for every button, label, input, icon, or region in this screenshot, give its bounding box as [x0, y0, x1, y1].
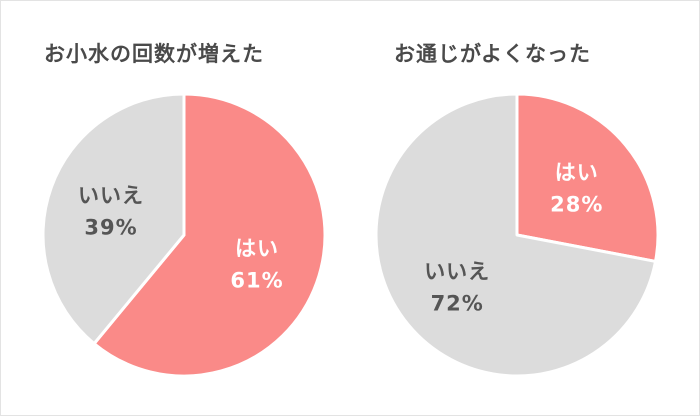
slice-label-urination-yes: はい: [235, 236, 279, 260]
slice-label-bowel-yes: はい: [555, 161, 599, 185]
slice-value-urination-yes: 61%: [230, 268, 283, 292]
slice-label-urination-no: いいえ: [78, 184, 144, 208]
pie-slice-bowel-yes: [515, 92, 660, 263]
chart-title: お小水の回数が増えた: [44, 42, 264, 66]
slice-label-bowel-no: いいえ: [424, 259, 490, 283]
pie-slice-bowel-no: [374, 92, 657, 378]
slice-value-bowel-yes: 28%: [550, 193, 603, 217]
pie-slice-urination-yes: [92, 92, 327, 378]
slice-value-urination-no: 39%: [84, 216, 137, 240]
slice-value-bowel-no: 72%: [431, 291, 484, 315]
pie-slice-urination-no: [41, 92, 186, 346]
chart-title: お通じがよくなった: [394, 42, 591, 66]
